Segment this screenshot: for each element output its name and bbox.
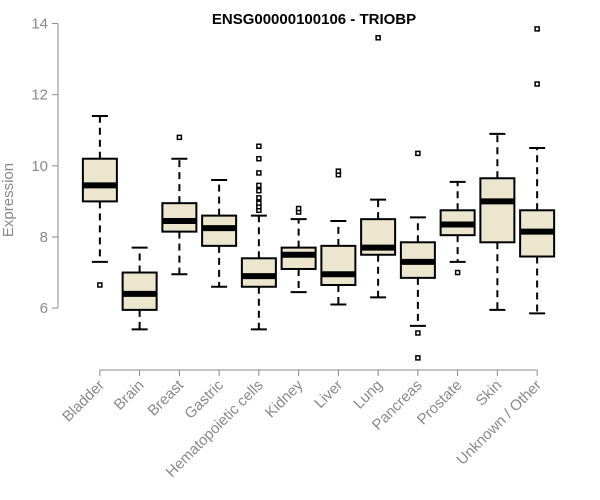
x-tick-label-1: Brain [111, 377, 148, 414]
x-tick-label-10: Skin [473, 377, 506, 410]
box-9 [439, 180, 476, 276]
y-axis-label: Expression [0, 163, 17, 237]
x-tick-label-6: Liver [311, 377, 346, 412]
outlier-4-8 [256, 143, 262, 150]
box-rect-10 [479, 177, 516, 244]
outlier-4-6 [256, 170, 262, 176]
y-tick-label-2: 10 [31, 158, 48, 175]
y-tick-label-1: 8 [40, 229, 48, 246]
box-7 [360, 35, 397, 299]
y-tick-label-4: 14 [31, 16, 48, 33]
box-rect-2 [161, 202, 198, 233]
x-tick-label-9: Prostate [414, 377, 466, 429]
box-0 [81, 115, 118, 288]
box-4 [240, 143, 277, 331]
outlier-5-1 [295, 205, 302, 212]
box-1 [121, 246, 158, 331]
outlier-0-0 [97, 282, 103, 288]
outlier-4-3 [256, 195, 262, 201]
outlier-4-4 [256, 187, 262, 194]
y-tick-label-0: 6 [40, 300, 48, 317]
outlier-8-1 [415, 355, 421, 361]
outlier-9-0 [454, 269, 461, 276]
x-tick-label-2: Breast [145, 376, 188, 419]
y-axis: 6 8 10 12 14 [31, 16, 59, 317]
x-tick-label-0: Bladder [59, 377, 108, 426]
outlier-7-0 [375, 35, 381, 41]
outlier-6-1 [335, 168, 342, 174]
box-series [81, 26, 556, 361]
outlier-8-0 [415, 330, 421, 336]
box-6 [320, 168, 357, 306]
outlier-4-2 [256, 200, 262, 206]
outlier-2-0 [176, 134, 183, 141]
box-10 [479, 132, 516, 311]
box-3 [201, 179, 238, 288]
y-tick-label-3: 12 [31, 87, 48, 104]
x-tick-label-7: Lung [350, 377, 386, 413]
box-rect-4 [240, 257, 277, 288]
outlier-4-5 [256, 182, 262, 189]
box-8 [399, 150, 436, 361]
outlier-11-1 [534, 26, 540, 32]
outlier-11-0 [534, 81, 540, 87]
box-2 [161, 134, 198, 276]
box-5 [280, 205, 317, 294]
box-11 [519, 26, 556, 315]
box-rect-6 [320, 244, 357, 286]
box-rect-0 [81, 157, 118, 203]
chart-title: ENSG00000100106 - TRIOBP [212, 11, 416, 28]
box-rect-5 [280, 246, 317, 270]
outlier-4-7 [256, 155, 262, 162]
outlier-8-2 [415, 150, 421, 157]
x-tick-label-5: Kidney [262, 376, 307, 421]
